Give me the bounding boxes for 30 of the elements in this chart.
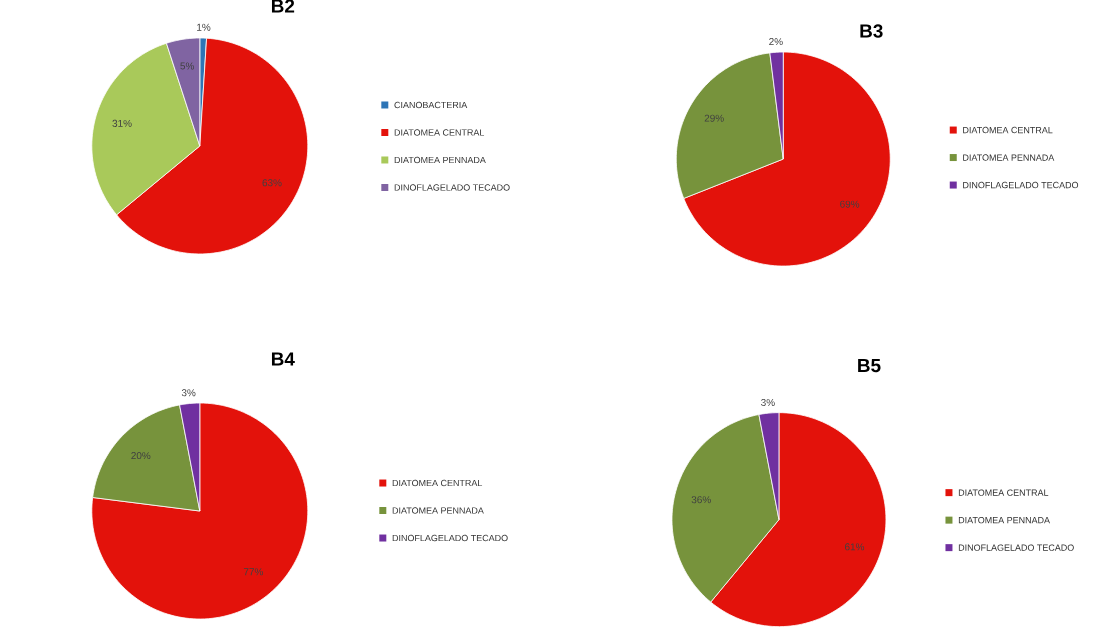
legend-label: DIATOMEA PENNADA [392,507,484,514]
data-label: 5% [180,62,194,70]
chart-title: B3 [860,24,883,38]
legend-label: CIANOBACTERIA [394,101,468,109]
data-label: 61% [845,543,865,551]
legend-label: DIATOMEA CENTRAL [963,126,1053,134]
data-label: 63% [262,179,282,187]
data-label: 69% [840,200,860,208]
legend-label: DINOFLAGELADO TECADO [394,184,510,191]
legend-label: DINOFLAGELADO TECADO [392,534,508,542]
chart-title: B5 [858,359,881,373]
data-label: 77% [243,568,263,576]
data-label: 20% [131,452,151,460]
chart-title: B4 [271,352,295,366]
legend-label: DIATOMEA PENNADA [963,154,1055,161]
legend-label: DIATOMEA PENNADA [958,516,1050,524]
data-label: 31% [112,119,132,127]
data-label: 36% [691,496,711,504]
data-label: 3% [761,398,775,406]
chart-title: B2 [271,0,295,13]
legend-label: DIATOMEA CENTRAL [392,479,483,487]
data-label: 1% [197,23,211,31]
data-label: 3% [181,389,196,397]
data-label: 29% [704,114,724,122]
data-label: 2% [769,38,783,46]
legend-label: DIATOMEA CENTRAL [394,129,485,136]
legend-label: DIATOMEA CENTRAL [958,489,1049,496]
legend-label: DINOFLAGELADO TECADO [958,544,1074,551]
legend-label: DIATOMEA PENNADA [394,156,486,164]
legend-label: DINOFLAGELADO TECADO [963,181,1079,189]
